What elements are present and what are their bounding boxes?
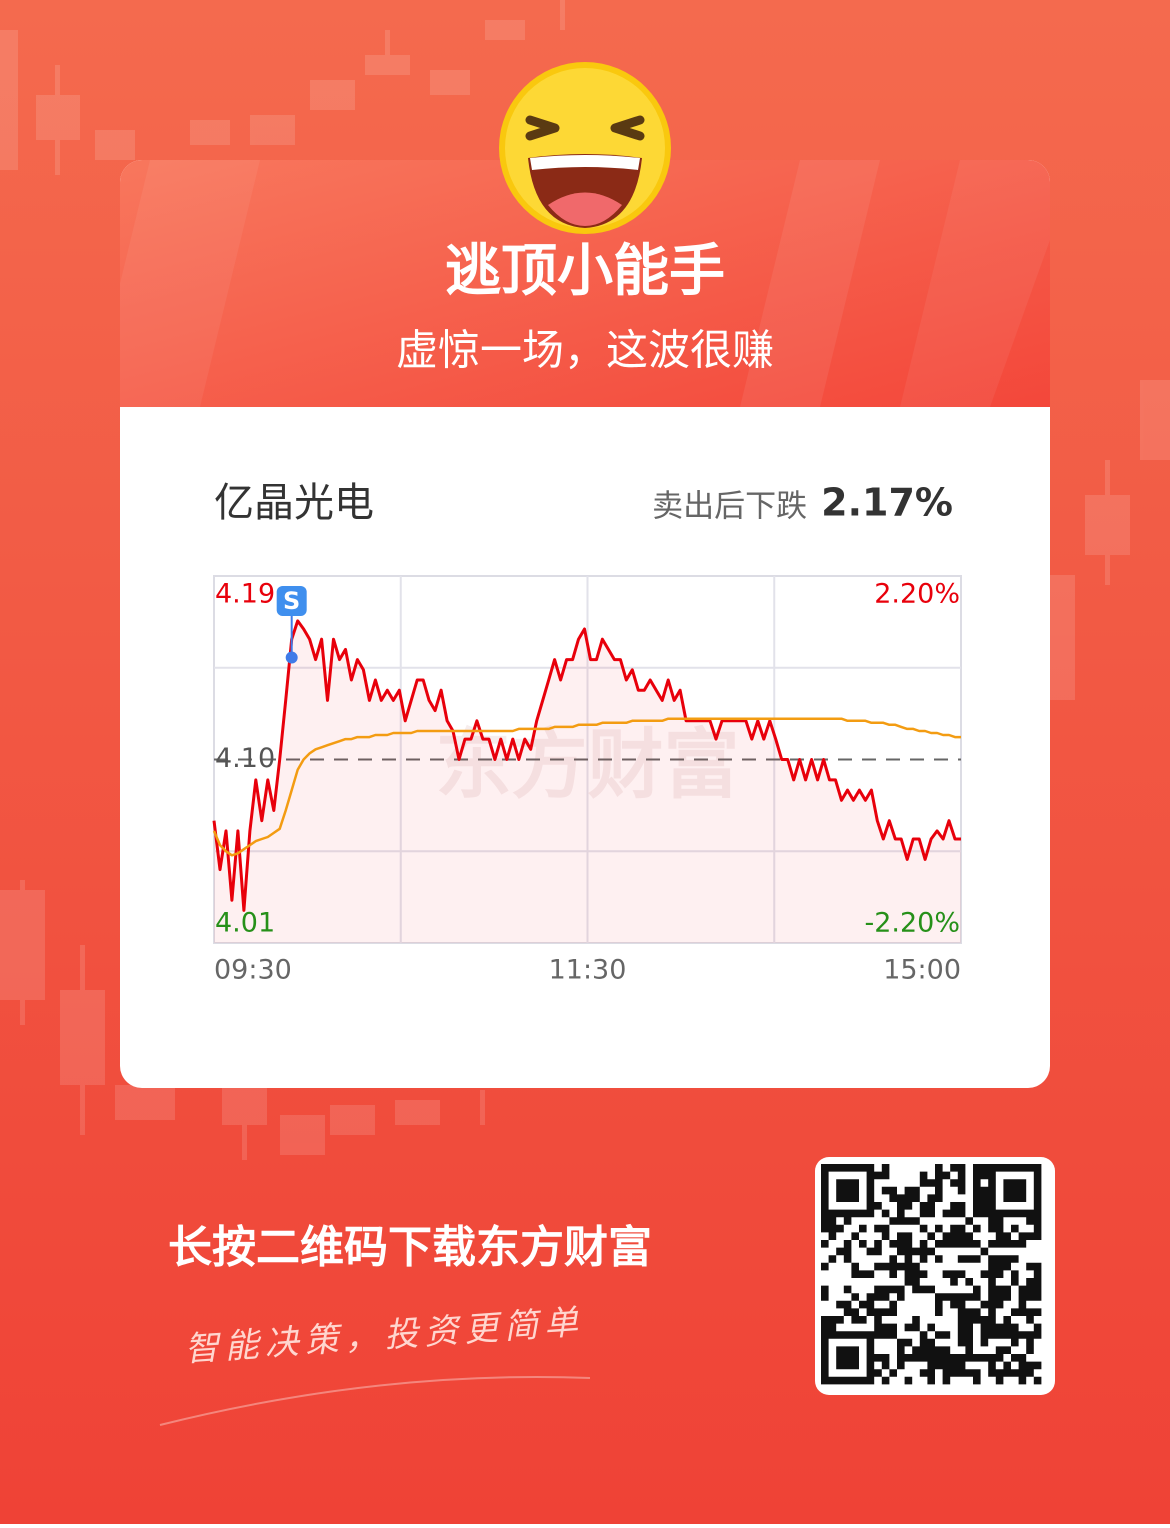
slogan-stroke [159,1376,591,1426]
intraday-chart: 东方财富 4.19 4.10 4.01 2.20% -2.20% 09:30 11:30 15:… [212,575,962,986]
x-tick-label: 11:30 [549,955,627,986]
average-line [212,717,961,857]
x-tick-label: 09:30 [214,955,292,986]
y-tick-label: 4.19 [215,579,275,610]
sell-point [285,651,298,664]
y-tick-label: 4.01 [215,908,275,939]
qr-code [821,1164,1042,1385]
emoji [499,62,671,234]
decor-candles [0,0,1170,1160]
title: 逃顶小能手 [445,239,725,304]
y2-tick-label: 2.20% [874,579,960,610]
cta: 长按二维码下载东方财富 [168,1222,652,1273]
y2-tick-label: -2.20% [864,908,960,939]
y-tick-label: 4.10 [215,743,275,774]
change-label: 卖出后下跌 [652,489,807,525]
subtitle: 虚惊一场，这波很赚 [396,326,774,375]
sell-badge-label: S [283,587,300,615]
watermark: 东方财富 [436,720,740,809]
card [120,160,1050,1088]
sell-badge [276,586,307,616]
qr-modules [821,1164,1042,1385]
x-tick-label: 15:00 [883,955,961,986]
price-line [212,619,961,912]
stock-name: 亿晶光电 [214,480,374,526]
change-value: 2.17% [821,481,953,525]
